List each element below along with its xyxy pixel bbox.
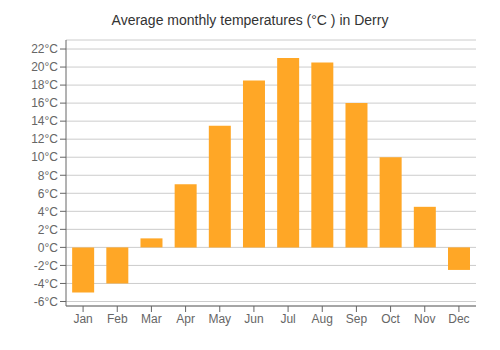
- svg-text:Nov: Nov: [414, 312, 435, 326]
- svg-text:Jul: Jul: [280, 312, 295, 326]
- svg-text:Jan: Jan: [73, 312, 92, 326]
- svg-text:4°C: 4°C: [38, 205, 58, 219]
- svg-text:-4°C: -4°C: [34, 277, 58, 291]
- svg-text:Feb: Feb: [107, 312, 128, 326]
- html-text:Average monthly temperatures (: Average monthly temperatures (°C ) in De…: [111, 12, 389, 28]
- svg-text:6°C: 6°C: [38, 187, 58, 201]
- svg-text:-6°C: -6°C: [34, 295, 58, 309]
- svg-text:Sep: Sep: [346, 312, 368, 326]
- svg-text:22°C: 22°C: [31, 42, 58, 56]
- svg-text:8°C: 8°C: [38, 169, 58, 183]
- svg-text:12°C: 12°C: [31, 132, 58, 146]
- svg-text:May: May: [208, 312, 231, 326]
- svg-text:-2°C: -2°C: [34, 259, 58, 273]
- svg-text:Mar: Mar: [141, 312, 162, 326]
- svg-text:Dec: Dec: [448, 312, 469, 326]
- svg-text:0°C: 0°C: [38, 241, 58, 255]
- svg-text:Oct: Oct: [381, 312, 400, 326]
- svg-text:Apr: Apr: [176, 312, 195, 326]
- svg-text:20°C: 20°C: [31, 60, 58, 74]
- svg-text:10°C: 10°C: [31, 150, 58, 164]
- svg-text:18°C: 18°C: [31, 78, 58, 92]
- svg-text:Jun: Jun: [244, 312, 263, 326]
- svg-text:Aug: Aug: [312, 312, 333, 326]
- svg-text:14°C: 14°C: [31, 114, 58, 128]
- svg-text:16°C: 16°C: [31, 96, 58, 110]
- svg-text:2°C: 2°C: [38, 223, 58, 237]
